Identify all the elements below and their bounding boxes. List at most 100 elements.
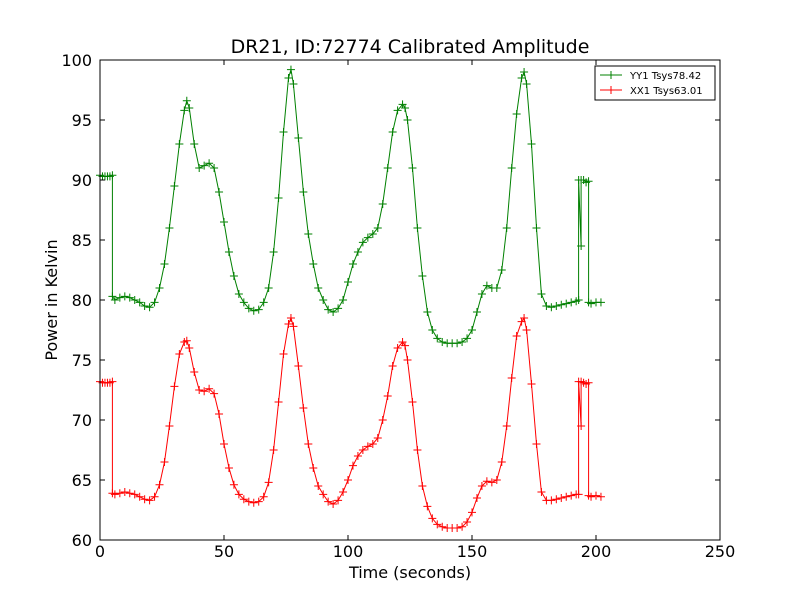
- data-point-marker: [373, 224, 382, 232]
- y-tick-label: 85: [72, 231, 92, 250]
- data-point-marker: [574, 490, 583, 499]
- data-point-marker: [344, 278, 352, 286]
- data-point-marker: [244, 304, 253, 313]
- data-point-marker: [403, 356, 412, 364]
- series-1: [96, 65, 605, 348]
- data-point-marker: [120, 488, 129, 496]
- data-point-marker: [458, 522, 467, 531]
- data-point-marker: [110, 296, 119, 304]
- ticks-layer: 0 50 100 150 200 250 60 65 70 75 80 85 90 95 100: [61, 51, 735, 561]
- data-point-marker: [175, 140, 184, 148]
- data-point-marker: [388, 362, 397, 370]
- x-tick-label: 200: [581, 542, 612, 561]
- x-tick-label: 50: [214, 542, 234, 561]
- data-point-marker: [220, 218, 228, 226]
- data-point-marker: [463, 518, 472, 526]
- data-point-marker: [557, 300, 566, 309]
- data-point-marker: [353, 248, 362, 256]
- series-2: [96, 314, 605, 532]
- data-point-marker: [200, 161, 209, 170]
- data-point-marker: [145, 496, 154, 505]
- y-tick-label: 80: [72, 291, 92, 310]
- data-point-marker: [472, 494, 481, 502]
- data-point-marker: [190, 140, 199, 148]
- data-point-marker: [180, 106, 189, 115]
- legend-label: XX1 Tsys63.01: [630, 86, 703, 97]
- data-point-marker: [378, 416, 387, 424]
- data-point-marker: [339, 296, 348, 304]
- data-point-marker: [596, 298, 605, 307]
- data-point-marker: [497, 266, 506, 274]
- data-point-marker: [125, 489, 134, 498]
- data-point-marker: [477, 482, 486, 490]
- data-point-marker: [532, 440, 541, 448]
- data-point-marker: [512, 110, 521, 118]
- data-point-marker: [108, 171, 117, 180]
- data-point-marker: [520, 314, 529, 322]
- data-point-marker: [254, 305, 263, 314]
- data-point-marker: [393, 106, 402, 115]
- data-point-marker: [314, 482, 323, 490]
- data-point-marker: [453, 339, 462, 348]
- legend-label: YY1 Tsys78.42: [629, 71, 701, 82]
- data-point-marker: [344, 476, 352, 484]
- data-point-marker: [108, 377, 117, 386]
- data-point-marker: [339, 488, 348, 496]
- data-point-marker: [547, 496, 556, 505]
- data-point-marker: [135, 492, 144, 501]
- data-point-marker: [160, 260, 169, 268]
- data-point-marker: [205, 159, 214, 168]
- data-point-marker: [423, 308, 432, 316]
- legend-marker: [607, 86, 615, 94]
- legend: YY1 Tsys78.42 XX1 Tsys63.01: [594, 65, 716, 101]
- data-point-marker: [562, 492, 571, 501]
- data-point-marker: [418, 482, 427, 490]
- data-point-marker: [289, 80, 298, 88]
- data-point-marker: [135, 298, 144, 307]
- data-point-marker: [552, 495, 561, 504]
- data-point-marker: [408, 398, 417, 406]
- data-point-marker: [244, 497, 253, 506]
- data-point-marker: [279, 350, 288, 358]
- data-point-marker: [433, 520, 442, 529]
- data-point-marker: [175, 350, 184, 358]
- x-axis-label: Time (seconds): [348, 563, 471, 582]
- data-point-marker: [289, 322, 298, 331]
- data-point-marker: [567, 298, 576, 307]
- data-point-marker: [314, 284, 323, 292]
- data-point-marker: [532, 224, 541, 232]
- data-point-marker: [259, 492, 268, 501]
- data-point-marker: [537, 488, 546, 496]
- data-point-marker: [383, 392, 392, 400]
- data-point-marker: [130, 296, 139, 304]
- y-tick-label: 75: [72, 351, 92, 370]
- data-point-marker: [150, 298, 159, 307]
- data-point-marker: [229, 272, 238, 280]
- data-point-marker: [438, 522, 447, 531]
- data-point-marker: [413, 446, 422, 454]
- data-point-marker: [418, 272, 427, 280]
- y-tick-label: 70: [72, 411, 92, 430]
- data-point-marker: [115, 489, 124, 498]
- data-point-marker: [383, 164, 392, 172]
- data-point-marker: [264, 478, 273, 487]
- data-point-marker: [368, 440, 377, 448]
- data-point-marker: [115, 293, 124, 302]
- y-tick-label: 90: [72, 171, 92, 190]
- data-point-marker: [185, 104, 194, 112]
- series-line: [99, 316, 602, 529]
- data-point-marker: [363, 442, 372, 451]
- data-point-marker: [182, 336, 191, 345]
- x-tick-label: 100: [333, 542, 364, 561]
- data-point-marker: [234, 490, 243, 499]
- x-tick-label: 0: [95, 542, 105, 561]
- data-point-marker: [284, 320, 293, 328]
- data-point-marker: [155, 284, 164, 292]
- data-point-marker: [428, 326, 437, 334]
- data-point-marker: [567, 491, 576, 500]
- data-point-marker: [334, 304, 343, 313]
- data-point-marker: [584, 177, 593, 186]
- data-point-marker: [393, 344, 402, 352]
- data-point-marker: [165, 224, 174, 232]
- data-point-marker: [378, 200, 387, 208]
